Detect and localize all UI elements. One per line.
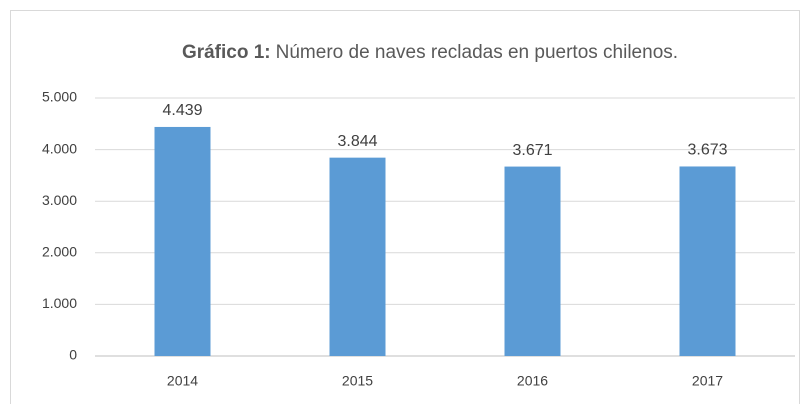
bar xyxy=(329,157,386,356)
y-tick-label: 1.000 xyxy=(42,295,77,311)
x-tick-label: 2015 xyxy=(342,373,373,389)
chart-title: Gráfico 1: Número de naves recladas en pu… xyxy=(182,42,678,63)
x-tick-label: 2014 xyxy=(167,373,198,389)
x-tick-label: 2016 xyxy=(517,373,548,389)
data-label: 4.439 xyxy=(162,102,202,119)
title-label: Gráfico 1: xyxy=(182,42,271,63)
y-tick-label: 0 xyxy=(69,347,77,363)
title-text: Número de naves recladas en puertos chil… xyxy=(276,42,678,63)
data-label: 3.844 xyxy=(337,133,377,150)
bar xyxy=(504,166,561,356)
y-tick-label: 3.000 xyxy=(42,192,77,208)
bar xyxy=(679,166,736,356)
data-label: 3.673 xyxy=(687,142,727,159)
x-tick-label: 2017 xyxy=(692,373,723,389)
y-tick-label: 4.000 xyxy=(42,140,77,156)
y-tick-label: 5.000 xyxy=(42,89,77,105)
bar xyxy=(154,126,211,356)
data-label: 3.671 xyxy=(512,142,552,159)
y-tick-label: 2.000 xyxy=(42,244,77,260)
chart-border xyxy=(10,10,800,404)
